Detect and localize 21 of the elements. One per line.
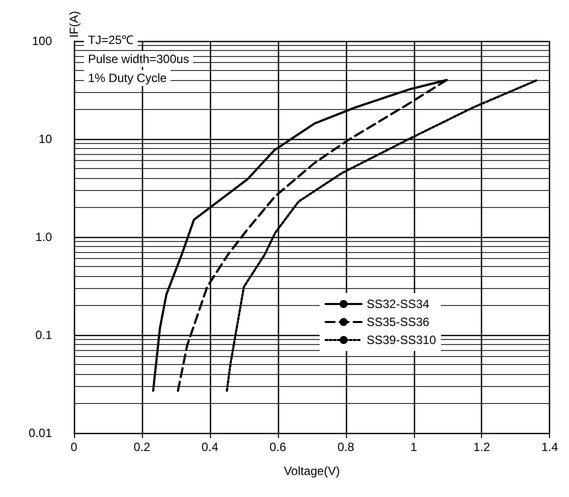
y-tick-label: 1.0 <box>35 230 52 244</box>
annotation: TJ=25℃ <box>88 33 134 47</box>
legend-label: SS39-SS310 <box>366 333 436 347</box>
legend-label: SS35-SS36 <box>366 315 430 329</box>
x-axis-title: Voltage(V) <box>284 464 340 478</box>
y-tick-label: 10 <box>38 132 52 146</box>
annotation: Pulse width=300us <box>88 52 190 66</box>
x-tick-label: 1 <box>410 440 418 454</box>
x-tick-label: 0.2 <box>134 440 151 454</box>
x-tick-label: 0.4 <box>202 440 219 454</box>
y-tick-label: 0.01 <box>28 426 52 440</box>
y-tick-label: 100 <box>32 34 52 48</box>
x-tick-label: 1.4 <box>541 440 558 454</box>
y-tick-label: 0.1 <box>35 328 52 342</box>
x-tick-label: 1.2 <box>473 440 490 454</box>
x-tick-label: 0 <box>70 440 78 454</box>
annotation: 1% Duty Cycle <box>88 71 168 85</box>
legend-label: SS32-SS34 <box>366 297 430 311</box>
y-axis-title: IF(A) <box>67 11 81 38</box>
x-tick-label: 0.8 <box>337 440 354 454</box>
x-tick-label: 0.6 <box>270 440 287 454</box>
